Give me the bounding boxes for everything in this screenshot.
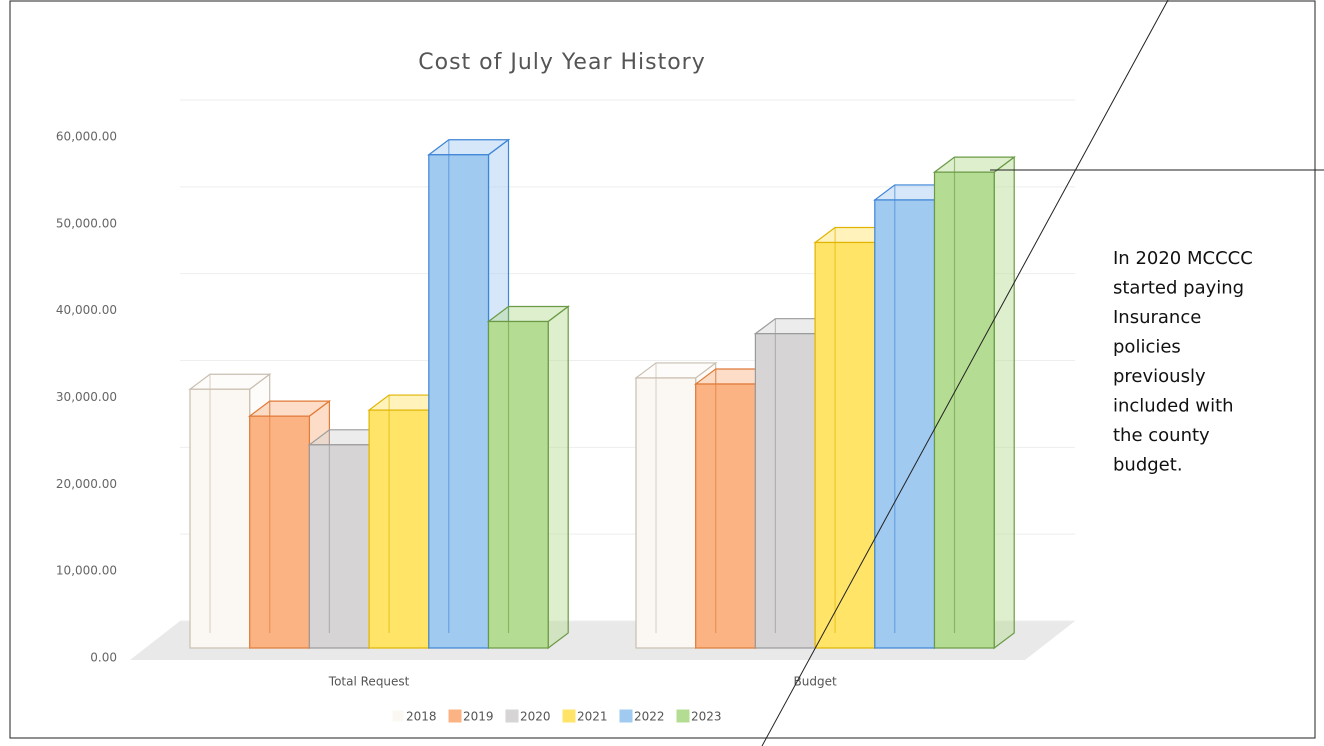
bar-front	[754, 333, 816, 649]
annotation-line: started paying	[1113, 278, 1244, 299]
legend-label: 2019	[463, 710, 494, 724]
y-tick-label: 30,000.00	[56, 390, 117, 404]
bar-side	[547, 305, 569, 650]
bar-front	[368, 409, 430, 649]
legend-label: 2020	[520, 710, 551, 724]
bar	[932, 155, 1017, 650]
y-tick-label: 60,000.00	[56, 130, 117, 144]
bar-front	[249, 415, 310, 649]
annotation-line: In 2020 MCCCC	[1113, 248, 1253, 269]
annotation-line: included with	[1113, 396, 1234, 417]
x-tick-label: Budget	[794, 675, 837, 689]
y-tick-label: 20,000.00	[56, 477, 117, 491]
legend-swatch	[676, 709, 690, 723]
legend-swatch	[562, 709, 576, 723]
bar-front	[487, 320, 549, 649]
annotation-line: previously	[1113, 366, 1206, 387]
bar-front	[189, 388, 251, 649]
bar-front	[814, 241, 876, 649]
annotation-line: budget.	[1113, 455, 1183, 476]
bar-front	[933, 171, 995, 649]
bar-front	[695, 383, 757, 649]
legend-swatch	[448, 709, 462, 723]
bar-front	[635, 377, 697, 649]
legend-label: 2022	[634, 710, 665, 724]
annotation-line: the county	[1113, 425, 1210, 446]
bar	[486, 305, 571, 650]
bar-side	[993, 155, 1015, 650]
y-tick-label: 10,000.00	[56, 564, 117, 578]
bar-front	[874, 199, 936, 649]
bar-front	[428, 154, 490, 649]
plot: 0.00 10,000.00 20,000.00 30,000.00 40,000.00…	[56, 99, 1253, 724]
legend-swatch	[619, 709, 633, 723]
annotation-line: Insurance	[1113, 307, 1201, 328]
legend-label: 2023	[691, 710, 722, 724]
y-tick-label: 0.00	[90, 651, 117, 665]
legend-swatch	[505, 709, 519, 723]
diagonal-line	[761, 0, 1169, 746]
frame	[9, 0, 1316, 739]
legend-swatch	[391, 709, 405, 723]
legend-label: 2018	[406, 710, 437, 724]
chart-title: Cost of July Year History	[418, 50, 706, 75]
legend-label: 2021	[577, 710, 608, 724]
y-tick-label: 40,000.00	[56, 303, 117, 317]
bar-front	[308, 444, 370, 649]
y-tick-label: 50,000.00	[56, 216, 117, 230]
x-tick-label: Total Request	[328, 675, 410, 689]
annotation-line: policies	[1113, 337, 1181, 358]
